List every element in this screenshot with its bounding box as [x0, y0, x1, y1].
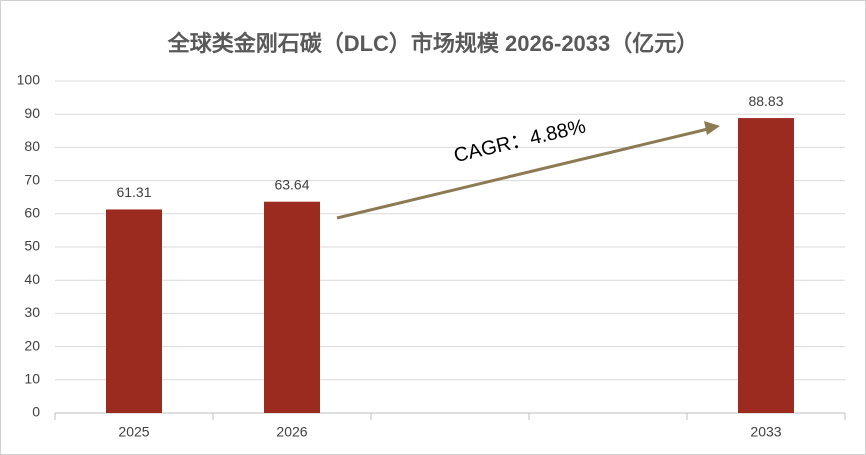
cagr-arrow [336, 127, 709, 220]
y-tick-label: 90 [24, 105, 40, 121]
y-tick-label: 10 [24, 371, 40, 387]
y-tick-label: 40 [24, 271, 40, 287]
x-tick-label: 2033 [750, 424, 781, 440]
x-tick-label: 2025 [118, 424, 149, 440]
y-tick-label: 30 [24, 304, 40, 320]
y-tick-label: 20 [24, 337, 40, 353]
data-label: 63.64 [274, 176, 309, 192]
y-tick-label: 100 [17, 72, 41, 88]
data-label: 88.83 [748, 93, 783, 109]
data-label: 61.31 [116, 184, 151, 200]
bar [264, 201, 320, 413]
y-tick-label: 80 [24, 138, 40, 154]
chart-title: 全球类金刚石碳（DLC）市场规模 2026-2033（亿元） [167, 31, 699, 56]
bar [738, 118, 794, 413]
bar [106, 209, 162, 413]
x-tick-label: 2026 [276, 424, 307, 440]
y-tick-label: 70 [24, 171, 40, 187]
plot-area: 0 10 20 30 40 50 60 70 80 90 100 2025 61.31 2026 63.64… [17, 72, 846, 440]
y-tick-label: 50 [24, 238, 40, 254]
cagr-arrow-head [704, 121, 720, 135]
y-tick-label: 0 [32, 404, 40, 420]
y-tick-label: 60 [24, 205, 40, 221]
